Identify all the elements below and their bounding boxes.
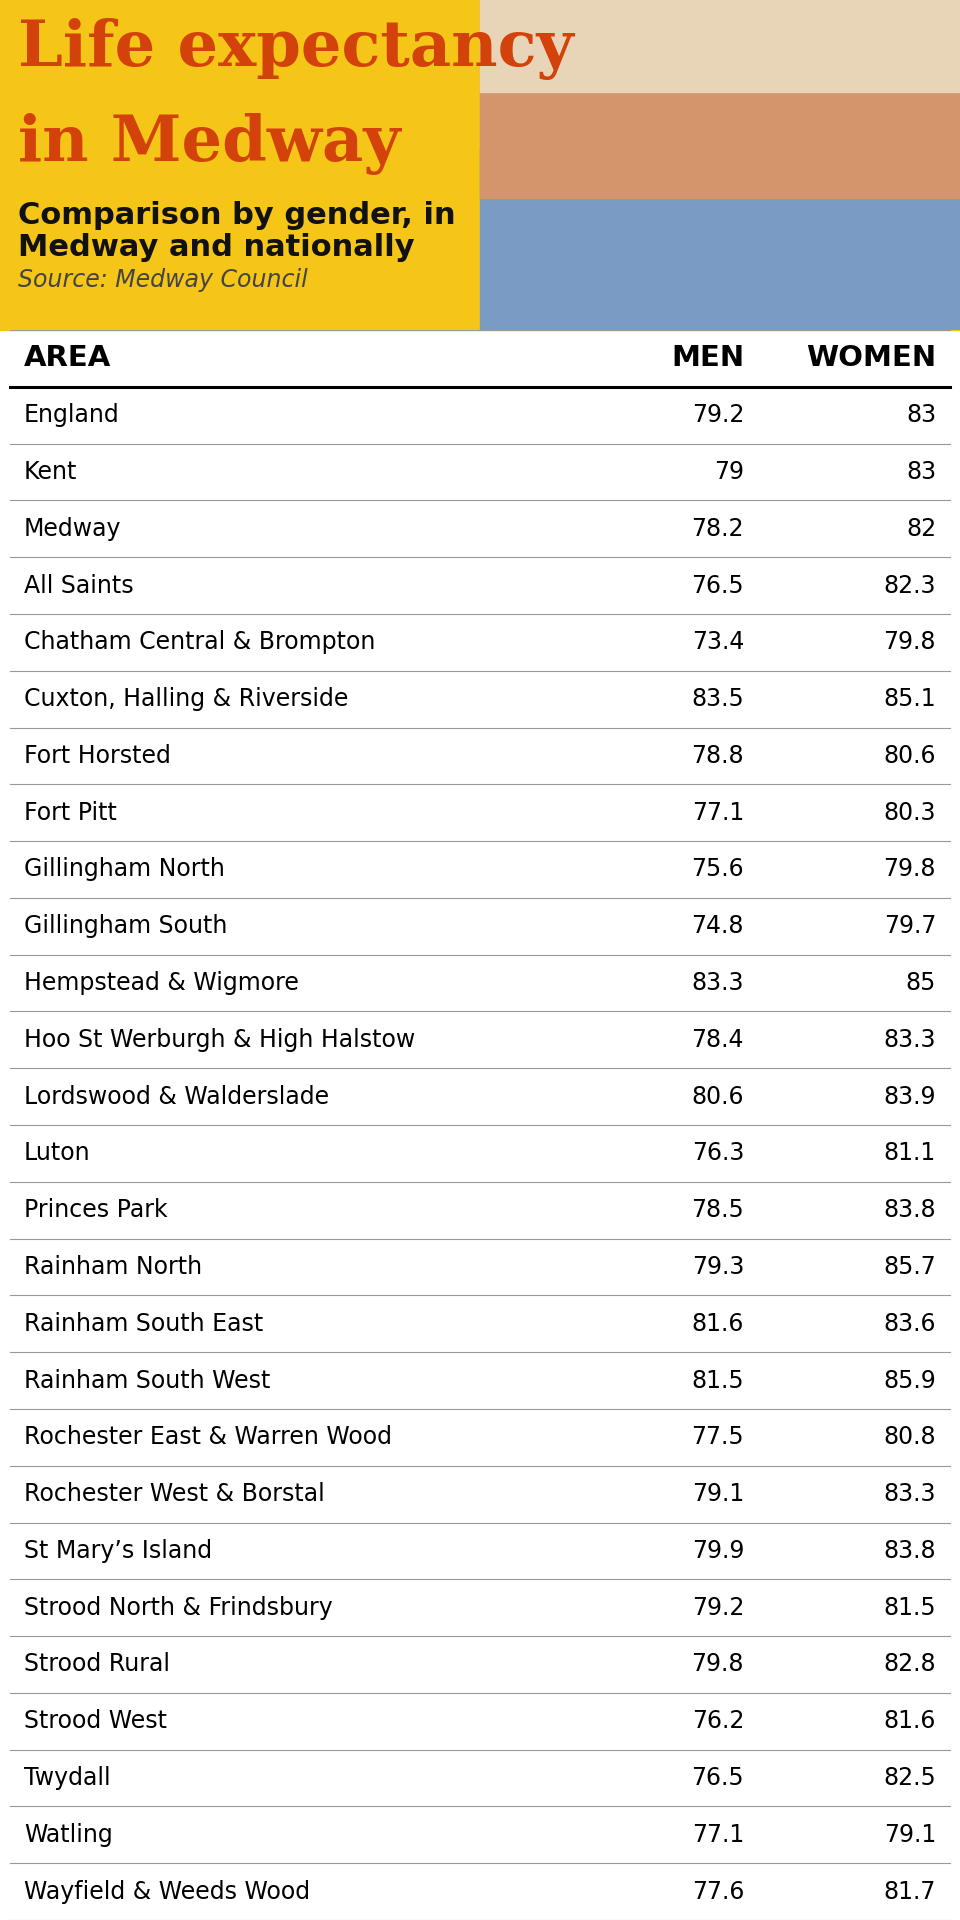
Text: 81.6: 81.6 [883, 1709, 936, 1734]
Text: 74.8: 74.8 [691, 914, 744, 939]
Text: 77.5: 77.5 [691, 1425, 744, 1450]
Text: 80.6: 80.6 [883, 743, 936, 768]
Text: Rainham South East: Rainham South East [24, 1311, 263, 1336]
Text: 79.7: 79.7 [883, 914, 936, 939]
Text: Hempstead & Wigmore: Hempstead & Wigmore [24, 972, 299, 995]
Text: 79.2: 79.2 [691, 1596, 744, 1620]
Text: 79.2: 79.2 [691, 403, 744, 426]
Text: Life expectancy: Life expectancy [18, 17, 574, 81]
Text: 78.2: 78.2 [691, 516, 744, 541]
Text: 79.8: 79.8 [883, 630, 936, 655]
Text: 83.8: 83.8 [883, 1198, 936, 1223]
Text: 83.3: 83.3 [883, 1482, 936, 1505]
Text: 73.4: 73.4 [691, 630, 744, 655]
Text: 76.2: 76.2 [691, 1709, 744, 1734]
Text: Medway and nationally: Medway and nationally [18, 232, 415, 261]
Text: 80.6: 80.6 [691, 1085, 744, 1108]
Text: 76.3: 76.3 [691, 1140, 744, 1165]
Text: 83: 83 [906, 461, 936, 484]
Text: 81.1: 81.1 [884, 1140, 936, 1165]
Text: 82.8: 82.8 [883, 1653, 936, 1676]
Text: 83: 83 [906, 403, 936, 426]
Text: WOMEN: WOMEN [805, 344, 936, 372]
Text: 79.1: 79.1 [884, 1822, 936, 1847]
Text: 77.6: 77.6 [691, 1880, 744, 1903]
Text: Fort Pitt: Fort Pitt [24, 801, 117, 826]
Text: Gillingham South: Gillingham South [24, 914, 228, 939]
Bar [480, 0, 960, 198]
Text: England: England [24, 403, 120, 426]
Text: 77.1: 77.1 [692, 801, 744, 826]
Text: 81.5: 81.5 [691, 1369, 744, 1392]
Text: 79.1: 79.1 [692, 1482, 744, 1505]
Text: Rochester West & Borstal: Rochester West & Borstal [24, 1482, 324, 1505]
Text: 79.8: 79.8 [883, 858, 936, 881]
Text: Medway: Medway [24, 516, 122, 541]
Text: 79.3: 79.3 [691, 1256, 744, 1279]
Text: 83.9: 83.9 [883, 1085, 936, 1108]
Text: 78.8: 78.8 [691, 743, 744, 768]
Text: Strood North & Frindsbury: Strood North & Frindsbury [24, 1596, 333, 1620]
Text: Chatham Central & Brompton: Chatham Central & Brompton [24, 630, 375, 655]
Text: 78.5: 78.5 [691, 1198, 744, 1223]
Text: Rainham South West: Rainham South West [24, 1369, 271, 1392]
Text: Strood West: Strood West [24, 1709, 167, 1734]
Text: 83.3: 83.3 [691, 972, 744, 995]
Text: 80.8: 80.8 [883, 1425, 936, 1450]
Text: Luton: Luton [24, 1140, 90, 1165]
Text: 75.6: 75.6 [691, 858, 744, 881]
Text: 85.9: 85.9 [883, 1369, 936, 1392]
Text: 81.6: 81.6 [691, 1311, 744, 1336]
Text: Lordswood & Walderslade: Lordswood & Walderslade [24, 1085, 329, 1108]
Text: Strood Rural: Strood Rural [24, 1653, 170, 1676]
Text: in Medway: in Medway [18, 113, 400, 175]
Text: 83.3: 83.3 [883, 1027, 936, 1052]
Text: 85.7: 85.7 [883, 1256, 936, 1279]
Text: Cuxton, Halling & Riverside: Cuxton, Halling & Riverside [24, 687, 348, 710]
Text: 85.1: 85.1 [883, 687, 936, 710]
Text: Rochester East & Warren Wood: Rochester East & Warren Wood [24, 1425, 392, 1450]
Bar [480, 0, 960, 92]
Text: 82: 82 [906, 516, 936, 541]
Text: 76.5: 76.5 [691, 574, 744, 597]
Text: 78.4: 78.4 [691, 1027, 744, 1052]
Text: Kent: Kent [24, 461, 78, 484]
Text: 77.1: 77.1 [692, 1822, 744, 1847]
Bar [480, 148, 960, 330]
Text: All Saints: All Saints [24, 574, 133, 597]
Text: Twydall: Twydall [24, 1766, 110, 1789]
Text: 83.5: 83.5 [691, 687, 744, 710]
Text: 82.3: 82.3 [883, 574, 936, 597]
Text: 83.6: 83.6 [883, 1311, 936, 1336]
Text: 85: 85 [905, 972, 936, 995]
Text: Princes Park: Princes Park [24, 1198, 168, 1223]
Text: Hoo St Werburgh & High Halstow: Hoo St Werburgh & High Halstow [24, 1027, 416, 1052]
Text: Fort Horsted: Fort Horsted [24, 743, 171, 768]
Text: 79: 79 [714, 461, 744, 484]
Text: 79.9: 79.9 [691, 1540, 744, 1563]
Text: 81.5: 81.5 [883, 1596, 936, 1620]
Text: Gillingham North: Gillingham North [24, 858, 225, 881]
Text: 81.7: 81.7 [883, 1880, 936, 1903]
Text: Comparison by gender, in: Comparison by gender, in [18, 202, 456, 230]
Text: 82.5: 82.5 [883, 1766, 936, 1789]
Text: 80.3: 80.3 [883, 801, 936, 826]
Text: 79.8: 79.8 [691, 1653, 744, 1676]
Text: MEN: MEN [671, 344, 744, 372]
Text: 83.8: 83.8 [883, 1540, 936, 1563]
Text: Source: Medway Council: Source: Medway Council [18, 269, 308, 292]
Text: Wayfield & Weeds Wood: Wayfield & Weeds Wood [24, 1880, 310, 1903]
Text: 76.5: 76.5 [691, 1766, 744, 1789]
Text: Watling: Watling [24, 1822, 112, 1847]
Text: Rainham North: Rainham North [24, 1256, 203, 1279]
Text: St Mary’s Island: St Mary’s Island [24, 1540, 212, 1563]
Text: AREA: AREA [24, 344, 111, 372]
